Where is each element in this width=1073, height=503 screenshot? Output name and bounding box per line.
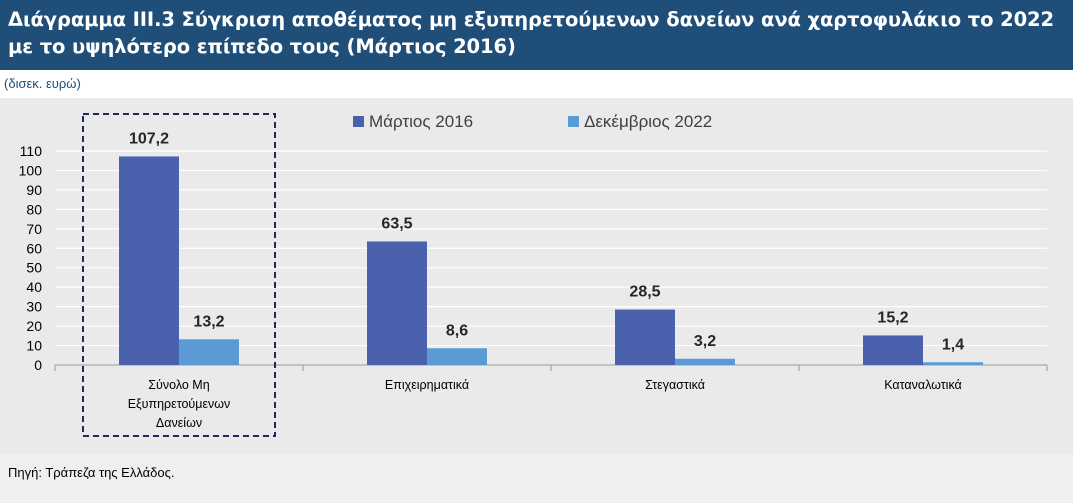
category-label: Εξυπηρετούμενων [128, 397, 231, 411]
y-tick-label: 40 [26, 279, 42, 295]
category-label: Στεγαστικά [645, 378, 705, 392]
category-label: Δανείων [156, 416, 202, 430]
data-label: 63,5 [381, 215, 412, 232]
y-tick-label: 30 [26, 299, 42, 315]
legend-label: Μάρτιος 2016 [369, 112, 473, 131]
y-tick-label: 70 [26, 221, 42, 237]
bar-december-2022 [179, 339, 239, 365]
bar-december-2022 [923, 362, 983, 365]
bar-march-2016 [615, 309, 675, 365]
data-label: 15,2 [877, 309, 908, 326]
chart-title: Διάγραμμα ΙΙΙ.3 Σύγκριση αποθέματος μη ε… [0, 0, 1073, 70]
unit-label: (δισεκ. ευρώ) [4, 76, 81, 91]
source-note: Πηγή: Τράπεζα της Ελλάδος. [8, 465, 175, 480]
data-label: 107,2 [129, 130, 169, 147]
bar-march-2016 [119, 156, 179, 365]
y-tick-label: 10 [26, 338, 42, 354]
data-label: 13,2 [193, 313, 224, 330]
legend-label: Δεκέμβριος 2022 [584, 112, 712, 131]
y-tick-label: 0 [34, 357, 42, 373]
y-tick-label: 80 [26, 201, 42, 217]
bar-march-2016 [367, 241, 427, 365]
y-tick-label: 90 [26, 182, 42, 198]
y-tick-label: 100 [19, 162, 43, 178]
legend-swatch [568, 116, 579, 127]
data-label: 28,5 [629, 284, 660, 301]
highlight-box [82, 113, 276, 437]
bar-chart: 0 10 20 30 40 50 60 70 80 90 100 110 107,2 63,5 28,5 15… [19, 112, 1048, 437]
bar-march-2016 [863, 335, 923, 365]
category-label: Επιχειρηματικά [385, 378, 469, 392]
y-tick-label: 20 [26, 318, 42, 334]
y-tick-label: 60 [26, 240, 42, 256]
data-label: 3,2 [694, 333, 716, 350]
legend-swatch [353, 116, 364, 127]
category-label: Καταναλωτικά [884, 378, 962, 392]
chart-area: 0 10 20 30 40 50 60 70 80 90 100 110 107,2 63,5 28,5 15… [0, 98, 1073, 454]
bar-december-2022 [675, 358, 735, 365]
y-tick-label: 50 [26, 260, 42, 276]
category-label: Σύνολο Μη [148, 378, 209, 392]
data-label: 1,4 [942, 336, 964, 353]
bar-december-2022 [427, 348, 487, 365]
footer: Πηγή: Τράπεζα της Ελλάδος. [0, 454, 1073, 503]
data-label: 8,6 [446, 322, 468, 339]
y-tick-label: 110 [20, 143, 43, 159]
